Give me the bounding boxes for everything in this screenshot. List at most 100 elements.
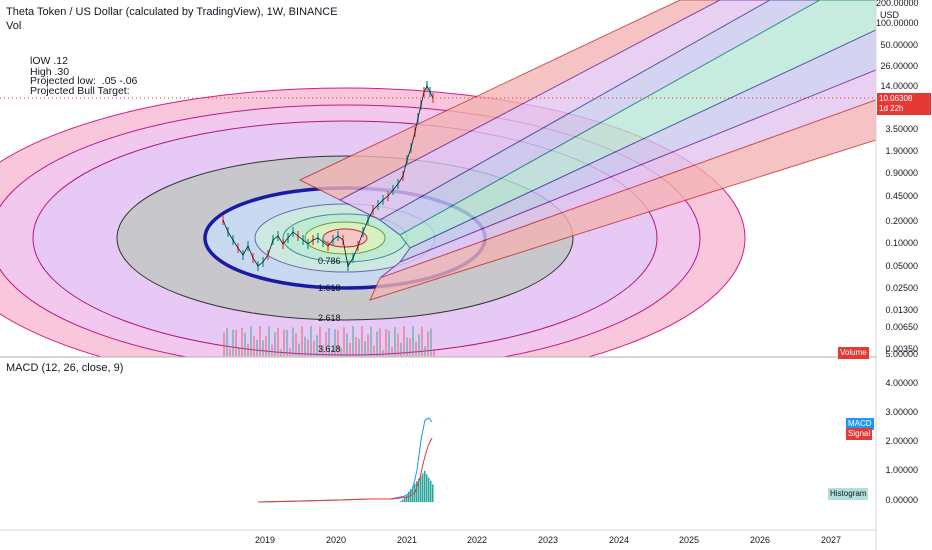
volume-bar bbox=[337, 330, 339, 356]
price-axis-currency: USD bbox=[880, 10, 900, 20]
histogram-bar bbox=[422, 473, 424, 502]
price-axis-label: 100.00000 bbox=[876, 18, 919, 28]
time-axis-label: 2022 bbox=[467, 535, 488, 545]
time-axis-label: 2025 bbox=[679, 535, 700, 545]
histogram-badge: Histogram bbox=[828, 488, 869, 500]
volume-bar bbox=[307, 339, 309, 356]
volume-bar bbox=[286, 330, 288, 356]
volume-bar bbox=[283, 329, 285, 356]
price-axis-label: 3.50000 bbox=[885, 124, 918, 134]
volume-bar bbox=[388, 330, 390, 356]
volume-bar bbox=[361, 326, 363, 356]
price-axis-label: 0.00350 bbox=[885, 344, 918, 354]
histogram-bar bbox=[420, 476, 422, 502]
histogram-bar bbox=[426, 474, 428, 502]
volume-bar bbox=[406, 337, 408, 356]
signal-line bbox=[257, 437, 433, 503]
volume-bar bbox=[313, 340, 315, 356]
macd-chart bbox=[257, 417, 440, 503]
volume-bar bbox=[391, 347, 393, 356]
price-line bbox=[222, 85, 434, 268]
fib-label: 3.618 bbox=[318, 344, 341, 354]
histogram-bar bbox=[424, 470, 426, 502]
volume-bar bbox=[346, 333, 348, 356]
volume-bar bbox=[226, 327, 228, 356]
price-series bbox=[222, 81, 434, 271]
macd-axis-label: 0.00000 bbox=[885, 495, 918, 505]
fib-label: 2.618 bbox=[318, 313, 341, 323]
volume-bar bbox=[430, 328, 432, 356]
volume-bar bbox=[274, 332, 276, 356]
volume-bar bbox=[343, 327, 345, 356]
volume-bar bbox=[376, 331, 378, 356]
volume-bar bbox=[256, 339, 258, 356]
volume-bar bbox=[373, 345, 375, 356]
volume-bar bbox=[379, 328, 381, 356]
volume-indicator-label[interactable]: Vol bbox=[6, 20, 22, 32]
price-axis-label: 0.01300 bbox=[885, 305, 918, 315]
volume-bar bbox=[244, 332, 246, 356]
volume-bar bbox=[292, 327, 294, 356]
time-axis-label: 2026 bbox=[750, 535, 771, 545]
price-axis-label: 50.00000 bbox=[880, 40, 918, 50]
volume-bar bbox=[433, 350, 435, 356]
time-axis-label: 2024 bbox=[609, 535, 630, 545]
histogram-bar bbox=[430, 481, 432, 502]
volume-bar bbox=[412, 326, 414, 356]
volume-bar bbox=[382, 350, 384, 356]
fib-label: 0.786 bbox=[318, 256, 341, 266]
volume-bar bbox=[400, 342, 402, 356]
volume-bar bbox=[358, 338, 360, 356]
macd-badge: MACD bbox=[846, 418, 874, 430]
volume-bar bbox=[331, 349, 333, 356]
histogram-bar bbox=[432, 484, 434, 502]
volume-bar bbox=[394, 327, 396, 356]
volume-bar bbox=[403, 326, 405, 356]
volume-bar bbox=[322, 345, 324, 356]
volume-bar bbox=[295, 332, 297, 356]
volume-bar bbox=[397, 333, 399, 356]
macd-axis-label: 5.00000 bbox=[885, 349, 918, 359]
volume-bar bbox=[334, 329, 336, 356]
macd-axis-label: 2.00000 bbox=[885, 436, 918, 446]
volume-bar bbox=[310, 326, 312, 356]
time-axis-label: 2020 bbox=[326, 535, 347, 545]
histogram-bar bbox=[418, 478, 420, 502]
volume-bar bbox=[364, 341, 366, 356]
time-axis-label: 2027 bbox=[821, 535, 842, 545]
volume-bar bbox=[325, 331, 327, 356]
macd-axis-label: 3.00000 bbox=[885, 407, 918, 417]
bar-countdown: 1d 22h bbox=[879, 104, 904, 113]
volume-bar bbox=[409, 338, 411, 356]
note-low: lOW .12 bbox=[30, 55, 68, 67]
macd-title[interactable]: MACD (12, 26, close, 9) bbox=[6, 362, 124, 374]
volume-bar bbox=[241, 327, 243, 356]
volume-bar bbox=[229, 348, 231, 356]
price-axis-label: 0.90000 bbox=[885, 168, 918, 178]
volume-bar bbox=[367, 334, 369, 356]
volume-bar bbox=[304, 336, 306, 356]
time-axis-label: 2019 bbox=[255, 535, 276, 545]
volume-bar bbox=[247, 343, 249, 356]
histogram-bar bbox=[406, 494, 408, 502]
volume-bar bbox=[418, 334, 420, 356]
price-axis-label: 14.00000 bbox=[880, 81, 918, 91]
price-axis-label: 0.00650 bbox=[885, 322, 918, 332]
macd-axis-label: 4.00000 bbox=[885, 378, 918, 388]
volume-bar bbox=[253, 336, 255, 356]
volume-bar bbox=[265, 335, 267, 356]
price-axis-label: 26.00000 bbox=[880, 61, 918, 71]
volume-bar bbox=[385, 328, 387, 356]
volume-bars bbox=[223, 326, 435, 356]
volume-bar bbox=[349, 343, 351, 356]
volume-bar bbox=[289, 348, 291, 356]
volume-bar bbox=[259, 326, 261, 356]
volume-bar bbox=[424, 346, 426, 356]
chart-title: Theta Token / US Dollar (calculated by T… bbox=[6, 6, 338, 18]
time-axis-label: 2023 bbox=[538, 535, 559, 545]
volume-badge: Volume bbox=[838, 347, 869, 359]
price-axis-label: 0.05000 bbox=[885, 261, 918, 271]
volume-bar bbox=[415, 341, 417, 356]
volume-bar bbox=[355, 336, 357, 356]
